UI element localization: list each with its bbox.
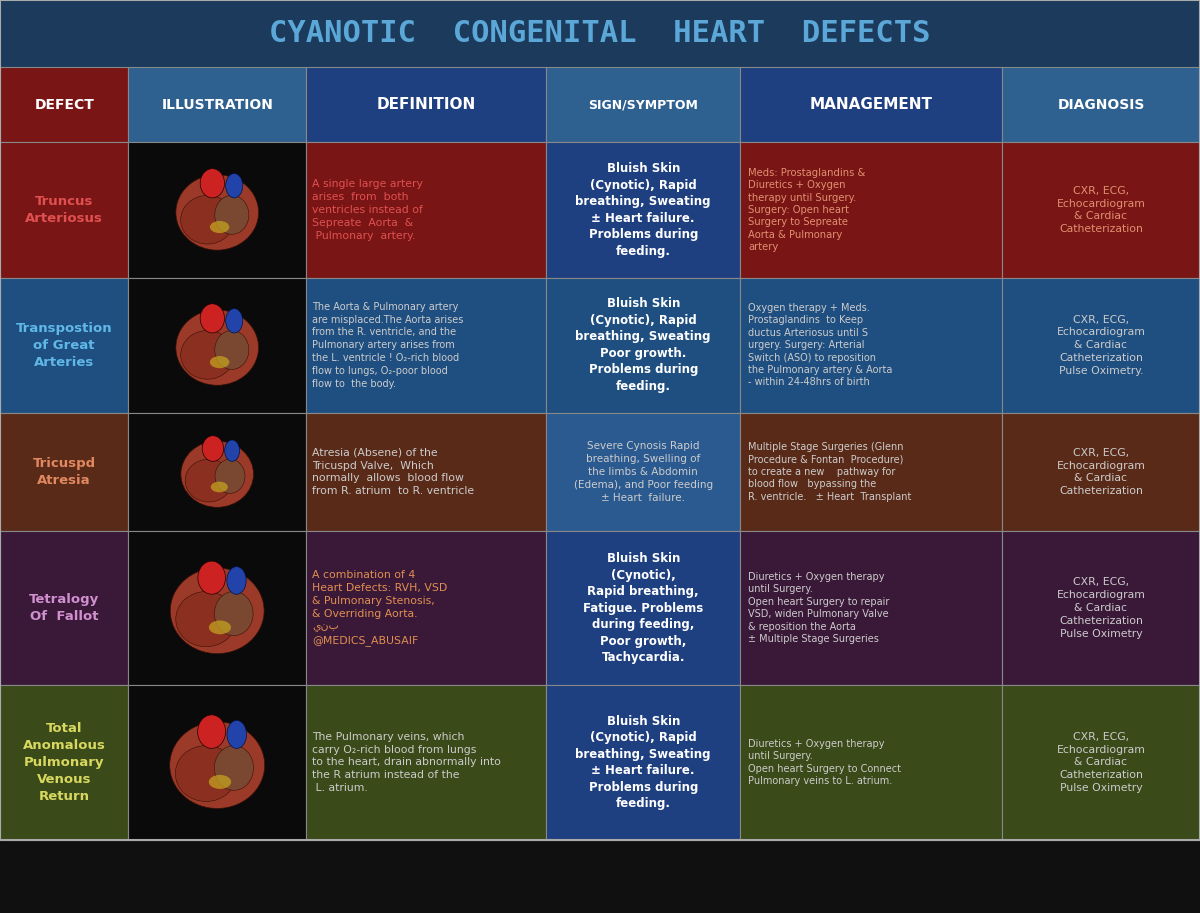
Ellipse shape (198, 561, 226, 594)
Ellipse shape (215, 331, 248, 370)
Text: A combination of 4
Heart Defects: RVH, VSD
& Pulmonary Stenosis,
& Overriding Ao: A combination of 4 Heart Defects: RVH, V… (312, 570, 448, 646)
Ellipse shape (227, 720, 246, 749)
Bar (1002, 67, 1200, 142)
Ellipse shape (226, 173, 242, 198)
Text: Multiple Stage Surgeries (Glenn
Procedure & Fontan  Procedure)
to create a new  : Multiple Stage Surgeries (Glenn Procedur… (749, 442, 912, 502)
Ellipse shape (169, 722, 265, 808)
Ellipse shape (175, 592, 236, 646)
Ellipse shape (209, 621, 232, 635)
Bar (0, 67, 128, 142)
Text: CYANOTIC  CONGENITAL  HEART  DEFECTS: CYANOTIC CONGENITAL HEART DEFECTS (269, 19, 931, 47)
Text: Atresia (Absene) of the
Tricuspd Valve,  Which
normally  allows  blood flow
from: Atresia (Absene) of the Tricuspd Valve, … (312, 447, 474, 497)
Text: ILLUSTRATION: ILLUSTRATION (161, 98, 274, 111)
Text: Oxygen therapy + Meds.
Prostaglandins  to Keep
ductus Arteriosus until S
urgery.: Oxygen therapy + Meds. Prostaglandins to… (749, 303, 893, 387)
Text: DEFECT: DEFECT (35, 98, 94, 111)
Bar (128, 685, 306, 840)
Bar (128, 67, 306, 142)
Text: CXR, ECG,
Echocardiogram
& Cardiac
Catheterization
Pulse Oximetry: CXR, ECG, Echocardiogram & Cardiac Cathe… (1056, 577, 1146, 639)
Ellipse shape (198, 715, 226, 749)
Ellipse shape (215, 592, 253, 635)
Text: Bluish Skin
(Cynotic), Rapid
breathing, Sweating
Poor growth.
Problems during
fe: Bluish Skin (Cynotic), Rapid breathing, … (576, 298, 710, 393)
Bar (1002, 278, 1200, 413)
Bar (306, 685, 546, 840)
Ellipse shape (185, 459, 232, 502)
Ellipse shape (210, 356, 229, 368)
Ellipse shape (175, 746, 236, 802)
Text: The Aorta & Pulmonary artery
are misplaced.The Aorta arises
from the R. ventricl: The Aorta & Pulmonary artery are misplac… (312, 301, 463, 389)
Bar (546, 67, 740, 142)
Bar (740, 531, 1002, 685)
Text: MANAGEMENT: MANAGEMENT (810, 97, 932, 112)
Ellipse shape (203, 436, 223, 461)
Bar (740, 685, 1002, 840)
Text: Severe Cynosis Rapid
breathing, Swelling of
the limbs & Abdomin
(Edema), and Poo: Severe Cynosis Rapid breathing, Swelling… (574, 441, 713, 503)
Ellipse shape (227, 567, 246, 594)
Bar (1002, 685, 1200, 840)
Bar (0, 413, 128, 531)
Ellipse shape (200, 169, 224, 198)
Bar (306, 413, 546, 531)
Ellipse shape (215, 459, 245, 493)
Ellipse shape (181, 441, 253, 508)
Text: Meds: Prostaglandins &
Diuretics + Oxygen
therapy until Surgery.
Surgery: Open h: Meds: Prostaglandins & Diuretics + Oxyge… (749, 168, 865, 252)
Bar (1002, 531, 1200, 685)
Text: DEFINITION: DEFINITION (377, 97, 475, 112)
Text: Diuretics + Oxygen therapy
until Surgery.
Open heart Surgery to repair
VSD, wide: Diuretics + Oxygen therapy until Surgery… (749, 572, 889, 644)
Ellipse shape (215, 746, 253, 791)
Bar (740, 142, 1002, 278)
Bar (306, 531, 546, 685)
Text: SIGN/SYMPTOM: SIGN/SYMPTOM (588, 98, 698, 111)
Bar (740, 67, 1002, 142)
Ellipse shape (211, 482, 228, 492)
Bar (128, 278, 306, 413)
Bar (740, 278, 1002, 413)
Bar (0, 685, 128, 840)
Ellipse shape (226, 309, 242, 333)
Bar (546, 413, 740, 531)
Bar (0, 0, 1200, 67)
Text: CXR, ECG,
Echocardiogram
& Cardiac
Catheterization: CXR, ECG, Echocardiogram & Cardiac Cathe… (1056, 447, 1146, 497)
Text: CXR, ECG,
Echocardiogram
& Cardiac
Catheterization: CXR, ECG, Echocardiogram & Cardiac Cathe… (1056, 185, 1146, 235)
Bar (306, 67, 546, 142)
Ellipse shape (200, 304, 224, 333)
Bar (546, 531, 740, 685)
Ellipse shape (181, 195, 234, 244)
Bar (128, 531, 306, 685)
Text: Truncus
Arteriosus: Truncus Arteriosus (25, 195, 103, 225)
Ellipse shape (176, 310, 258, 385)
Bar (740, 413, 1002, 531)
Bar (128, 413, 306, 531)
Bar (306, 142, 546, 278)
Text: Diuretics + Oxygen therapy
until Surgery.
Open heart Surgery to Connect
Pulmonar: Diuretics + Oxygen therapy until Surgery… (749, 739, 901, 786)
Ellipse shape (209, 775, 232, 789)
Bar (546, 685, 740, 840)
Bar (1002, 142, 1200, 278)
Ellipse shape (170, 568, 264, 654)
Text: Bluish Skin
(Cynotic), Rapid
breathing, Sweating
± Heart failure.
Problems durin: Bluish Skin (Cynotic), Rapid breathing, … (576, 715, 710, 810)
Ellipse shape (181, 331, 234, 379)
Text: Bluish Skin
(Cynotic), Rapid
breathing, Sweating
± Heart failure.
Problems durin: Bluish Skin (Cynotic), Rapid breathing, … (576, 163, 710, 257)
Text: Tetralogy
Of  Fallot: Tetralogy Of Fallot (29, 593, 100, 623)
Bar (546, 278, 740, 413)
Ellipse shape (176, 174, 258, 250)
Bar (546, 142, 740, 278)
Text: CXR, ECG,
Echocardiogram
& Cardiac
Catheterization
Pulse Oximetry.: CXR, ECG, Echocardiogram & Cardiac Cathe… (1056, 314, 1146, 376)
Text: Transpostion
of Great
Arteries: Transpostion of Great Arteries (16, 321, 113, 369)
Ellipse shape (215, 195, 248, 235)
Text: The Pulmonary veins, which
carry O₂-rich blood from lungs
to the heart, drain ab: The Pulmonary veins, which carry O₂-rich… (312, 731, 500, 793)
Text: Bluish Skin
(Cynotic),
Rapid breathing,
Fatigue. Problems
during feeding,
Poor g: Bluish Skin (Cynotic), Rapid breathing, … (583, 552, 703, 664)
Bar (1002, 413, 1200, 531)
Ellipse shape (224, 440, 240, 461)
Text: A single large artery
arises  from  both
ventricles instead of
Sepreate  Aorta  : A single large artery arises from both v… (312, 179, 422, 241)
Text: DIAGNOSIS: DIAGNOSIS (1057, 98, 1145, 111)
Bar (0, 142, 128, 278)
Bar (0, 531, 128, 685)
Text: Tricuspd
Atresia: Tricuspd Atresia (32, 457, 96, 487)
Ellipse shape (210, 221, 229, 233)
Text: Total
Anomalous
Pulmonary
Venous
Return: Total Anomalous Pulmonary Venous Return (23, 722, 106, 803)
Bar (128, 142, 306, 278)
Text: CXR, ECG,
Echocardiogram
& Cardiac
Catheterization
Pulse Oximetry: CXR, ECG, Echocardiogram & Cardiac Cathe… (1056, 731, 1146, 793)
Bar (0, 278, 128, 413)
Bar (306, 278, 546, 413)
